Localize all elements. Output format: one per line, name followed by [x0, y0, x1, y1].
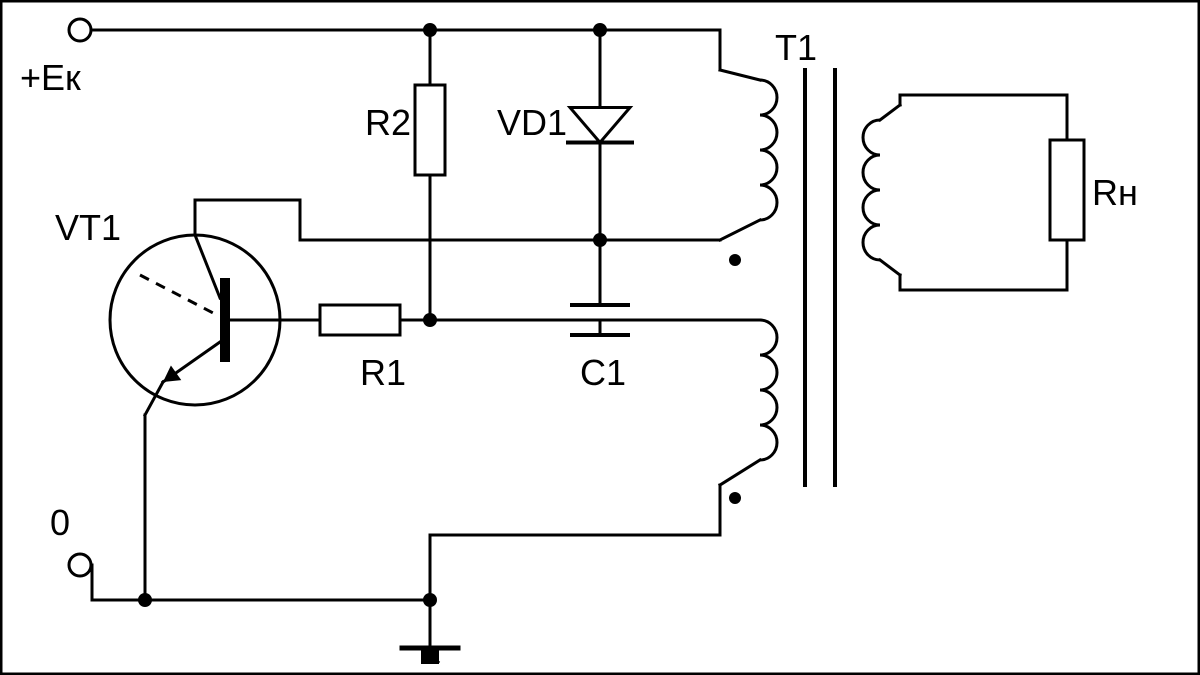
circuit-schematic: +Ек 0 VT1 R1 R2 VD1 C1 T1 Rн — [0, 0, 1200, 675]
label-c1: C1 — [580, 352, 626, 393]
label-r1: R1 — [360, 352, 406, 393]
label-rn: Rн — [1092, 172, 1138, 213]
label-r2: R2 — [365, 102, 411, 143]
label-vt1: VT1 — [55, 207, 121, 248]
label-t1: T1 — [775, 27, 817, 68]
label-ek-plus: +Ек — [20, 57, 81, 98]
label-zero: 0 — [50, 502, 70, 543]
label-vd1: VD1 — [497, 102, 567, 143]
